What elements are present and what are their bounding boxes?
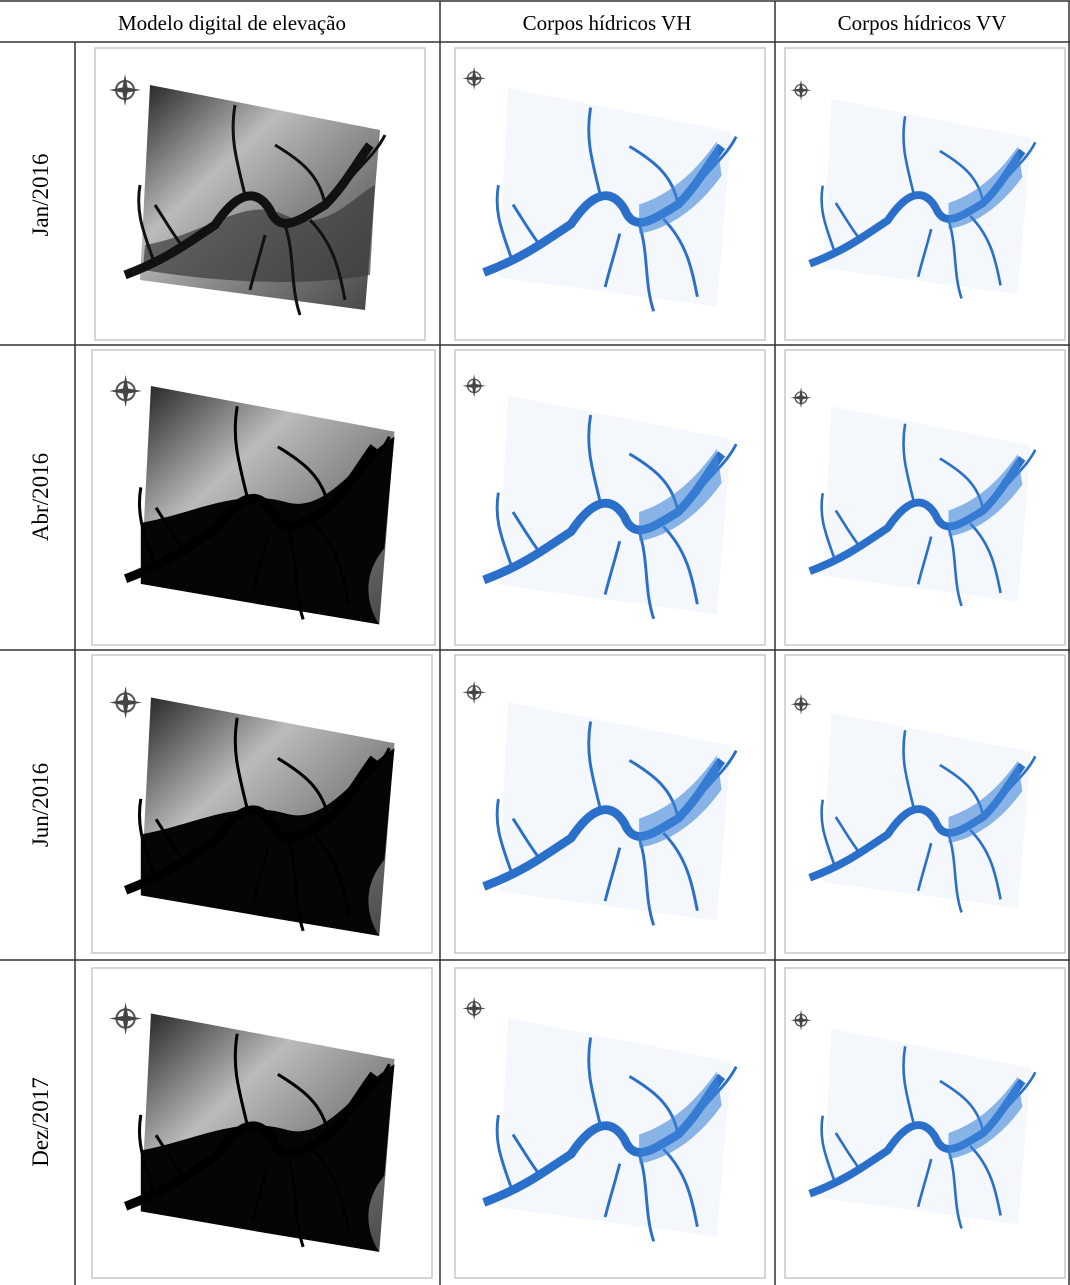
row-label: Jun/2016 bbox=[28, 763, 53, 847]
column-header: Corpos hídricos VV bbox=[838, 11, 1007, 35]
row-label: Dez/2017 bbox=[28, 1077, 53, 1166]
map-cells bbox=[91, 47, 1066, 1279]
column-header: Corpos hídricos VH bbox=[523, 11, 692, 35]
column-header: Modelo digital de elevação bbox=[118, 11, 346, 35]
row-label: Abr/2016 bbox=[28, 453, 53, 541]
row-label: Jan/2016 bbox=[28, 153, 53, 236]
